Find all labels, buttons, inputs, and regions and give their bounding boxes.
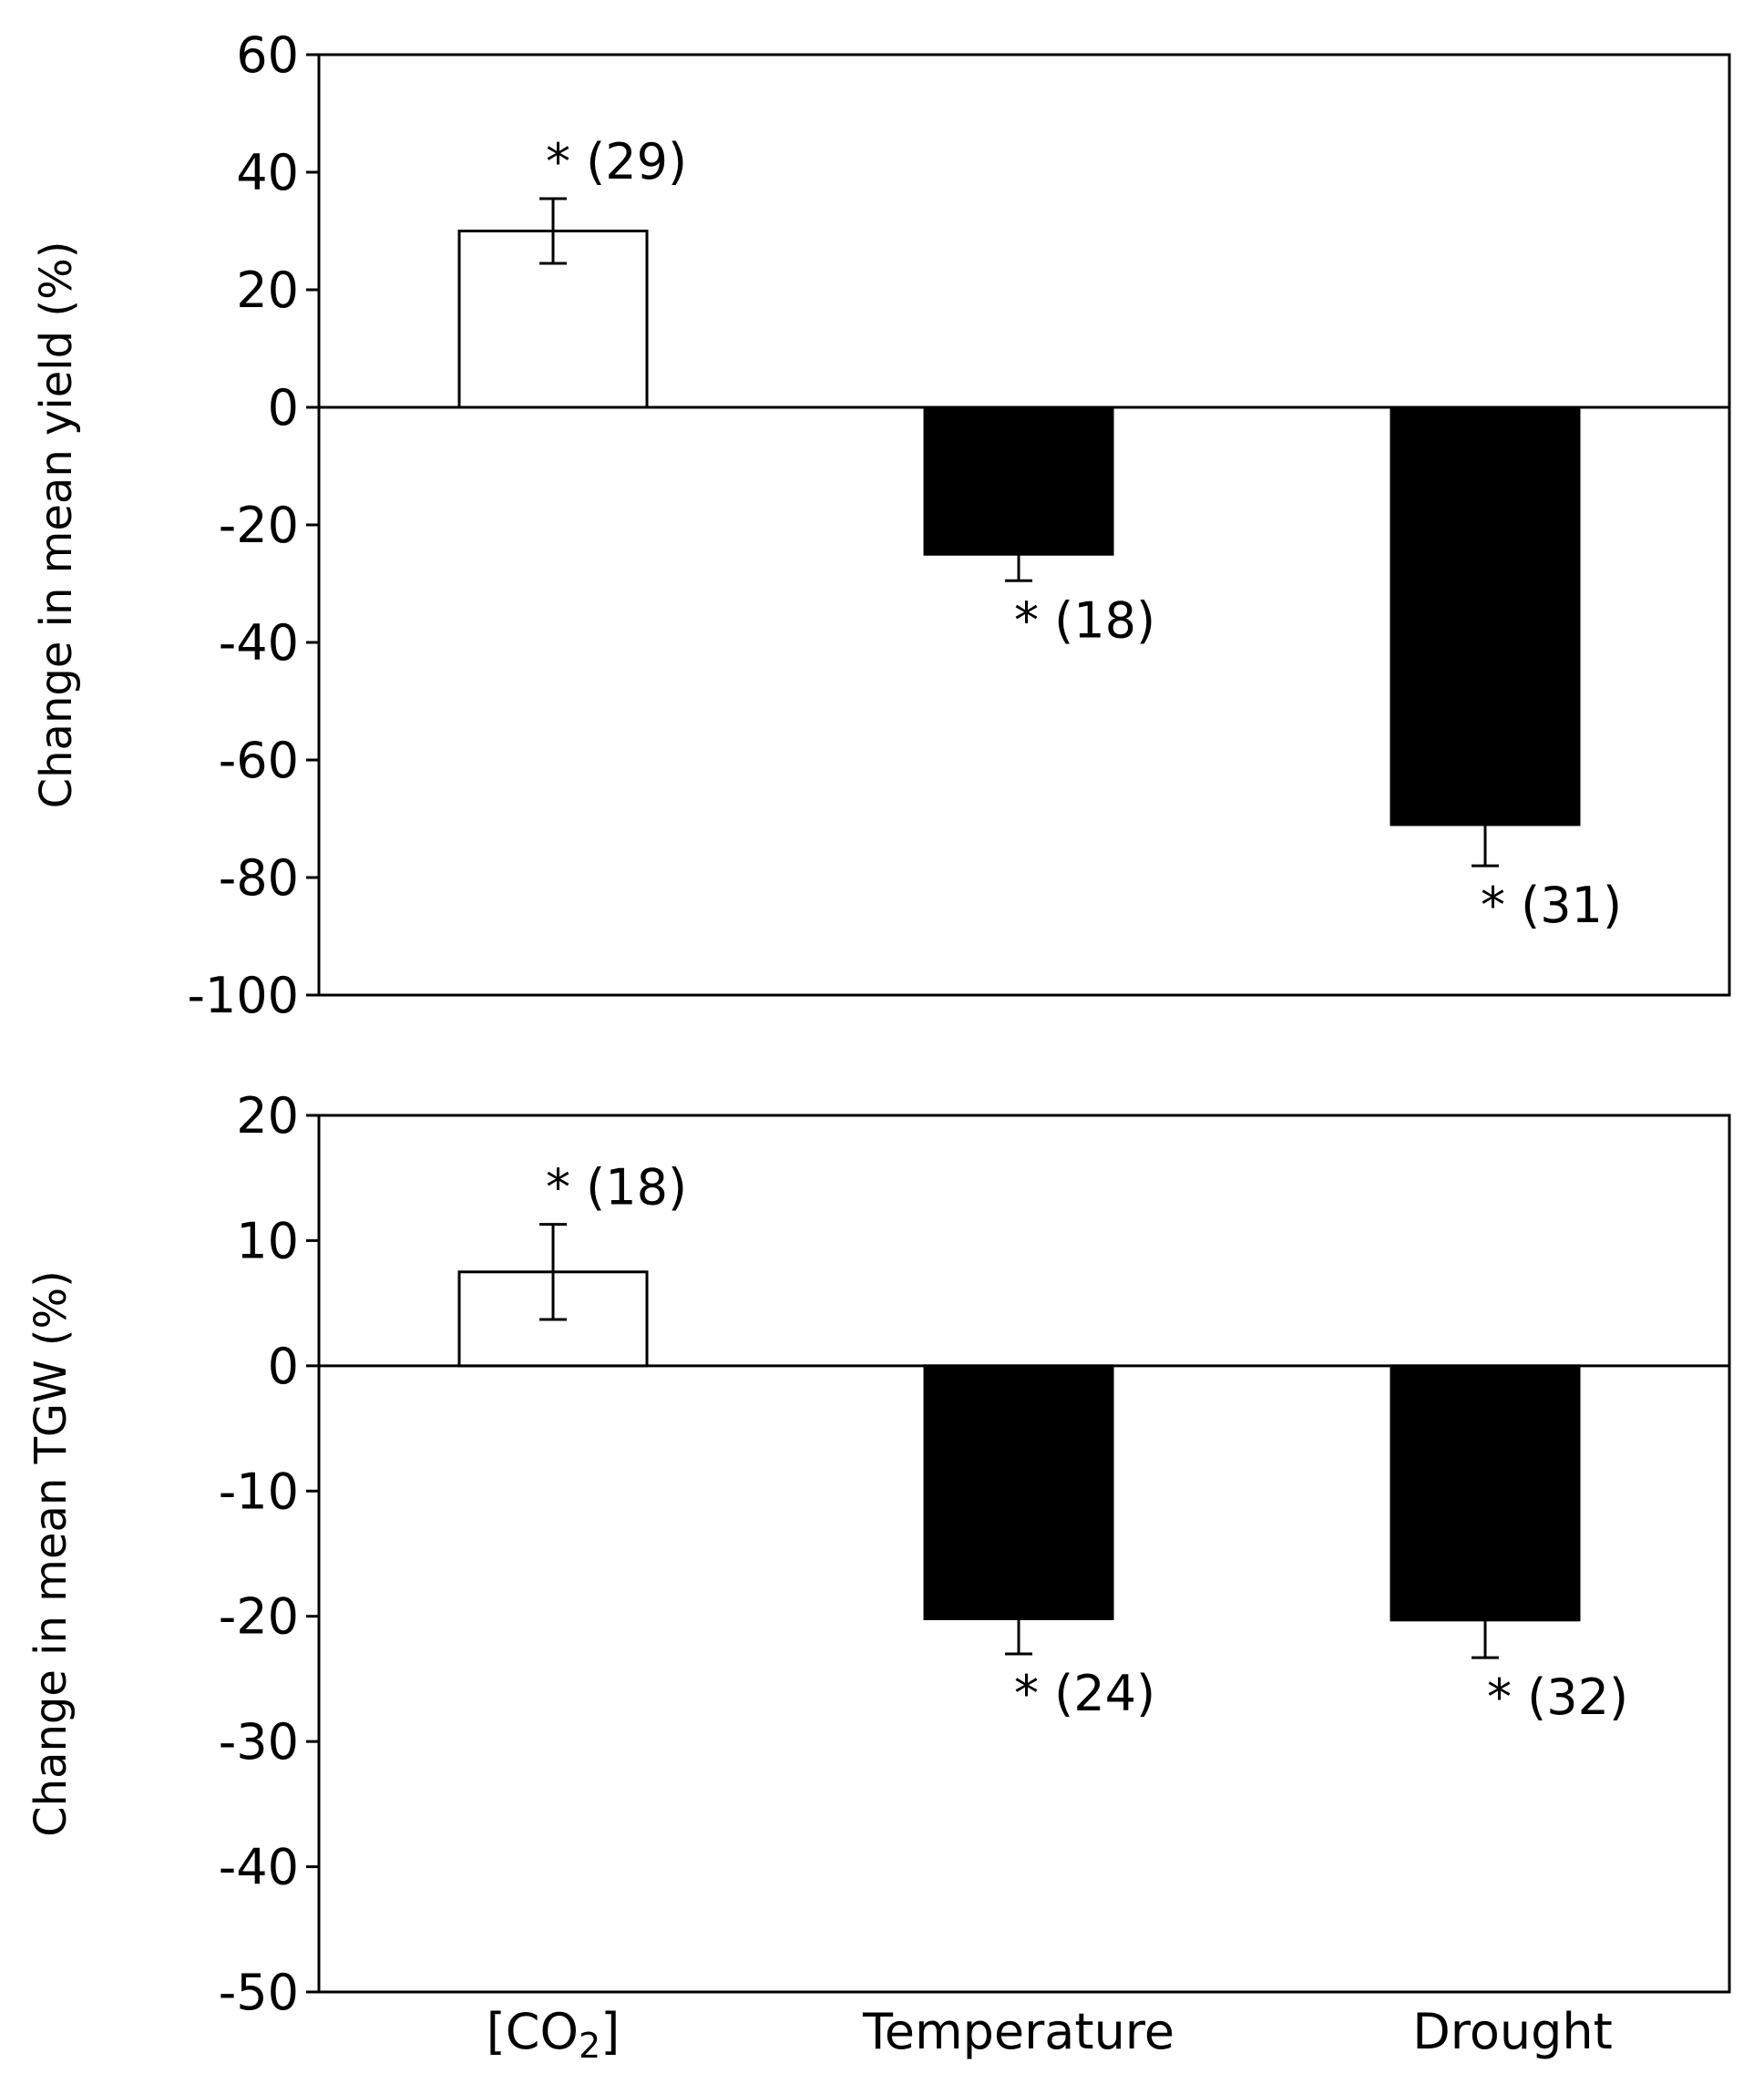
y-tick-label: 40: [236, 144, 299, 201]
y-tick-label: 60: [236, 26, 299, 84]
y-tick-label: 20: [236, 262, 299, 319]
y-tick-label: -40: [219, 1839, 299, 1896]
y-tick-label: 10: [236, 1212, 299, 1269]
y-tick-label: -100: [187, 967, 299, 1024]
category-label-temperature: Temperature: [862, 2003, 1174, 2060]
bar-annotation: * (31): [1481, 877, 1622, 934]
y-tick-label: 0: [268, 379, 299, 436]
bar-annotation: * (24): [1014, 1665, 1155, 1722]
y-tick-label: -50: [219, 1964, 299, 2021]
tgw-chart-panel: 20 10 0 -10 -20 -30 -40 -50 * (18) * (24) * (32) Ch…: [26, 1087, 1731, 2021]
bar-annotation: * (18): [1014, 591, 1155, 649]
y-tick-label: -20: [219, 497, 299, 554]
y-tick-label: 20: [236, 1087, 299, 1145]
y-tick-label: -40: [219, 614, 299, 672]
y-tick-label: -80: [219, 849, 299, 907]
category-label-drought: Drought: [1412, 2003, 1613, 2060]
y-tick-label: -30: [219, 1713, 299, 1771]
bar: [923, 1364, 1114, 1620]
y-tick-label: -60: [219, 732, 299, 789]
y-axis-title: Change in mean yield (%): [31, 241, 82, 809]
plot-frame: [317, 1114, 1731, 1994]
bar: [923, 406, 1114, 556]
bar: [1390, 406, 1581, 826]
bar-annotation: * (32): [1487, 1668, 1628, 1726]
bar: [1390, 1364, 1581, 1622]
y-axis-title: Change in mean TGW (%): [26, 1270, 77, 1837]
y-tick-label: -10: [219, 1463, 299, 1520]
yield-chart-panel: 60 40 20 0 -20 -40 -60 -80 -100 * (29) * (18) * (31…: [31, 26, 1731, 1024]
y-tick-label: -20: [219, 1588, 299, 1646]
category-label-co2: [CO2]: [487, 2003, 620, 2066]
bar-annotation: * (18): [546, 1159, 687, 1217]
y-tick-label: 0: [268, 1338, 299, 1395]
x-axis-category-labels: [CO2] Temperature Drought: [487, 2003, 1613, 2066]
bar-annotation: * (29): [546, 133, 687, 190]
